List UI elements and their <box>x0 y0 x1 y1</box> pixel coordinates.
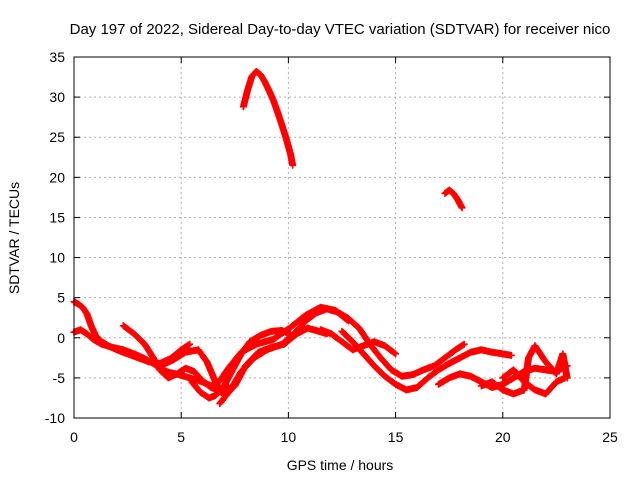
data-point-markers <box>317 326 400 358</box>
x-tick-label: 15 <box>388 429 404 445</box>
data-series <box>70 67 571 408</box>
y-tick-label: -5 <box>53 370 66 386</box>
y-tick-label: 5 <box>57 290 65 306</box>
data-point-markers <box>441 186 466 212</box>
data-point-markers <box>239 67 297 169</box>
data-point-markers <box>216 305 468 408</box>
data-point-markers <box>156 324 331 400</box>
data-point-markers <box>338 327 515 394</box>
y-tick-label: 25 <box>49 129 65 145</box>
series-track-11 <box>499 366 569 398</box>
series-track-6 <box>216 305 468 408</box>
plot-frame <box>73 56 611 419</box>
x-tick-label: 0 <box>70 429 78 445</box>
x-axis-label: GPS time / hours <box>287 457 394 473</box>
y-tick-label: 10 <box>49 250 65 266</box>
series-track-7 <box>317 326 400 358</box>
data-point-markers <box>188 327 295 402</box>
y-tick-label: -10 <box>45 410 65 426</box>
y-tick-label: 0 <box>57 330 65 346</box>
series-track-3 <box>119 322 232 395</box>
series-track-5 <box>188 327 295 402</box>
series-track-4 <box>156 324 331 400</box>
y-tick-label: 30 <box>49 89 65 105</box>
series-track-13 <box>441 186 466 212</box>
x-tick-label: 20 <box>495 429 511 445</box>
y-tick-label: 15 <box>49 209 65 225</box>
x-tick-label: 10 <box>281 429 297 445</box>
tick-labels: 0 5 10 15 20 25 -10 -5 0 5 10 15 20 25 30 35 <box>45 49 618 445</box>
y-axis-label: SDTVAR / TECUs <box>6 182 22 294</box>
x-tick-label: 25 <box>602 429 618 445</box>
chart-title: Day 197 of 2022, Sidereal Day-to-day VTE… <box>70 21 611 38</box>
y-tick-label: 20 <box>49 169 65 185</box>
series-track-12 <box>239 67 297 169</box>
series-track-8 <box>338 327 515 394</box>
data-point-markers <box>119 322 232 395</box>
x-tick-label: 5 <box>177 429 185 445</box>
data-point-markers <box>499 366 569 398</box>
y-tick-label: 35 <box>49 49 65 65</box>
